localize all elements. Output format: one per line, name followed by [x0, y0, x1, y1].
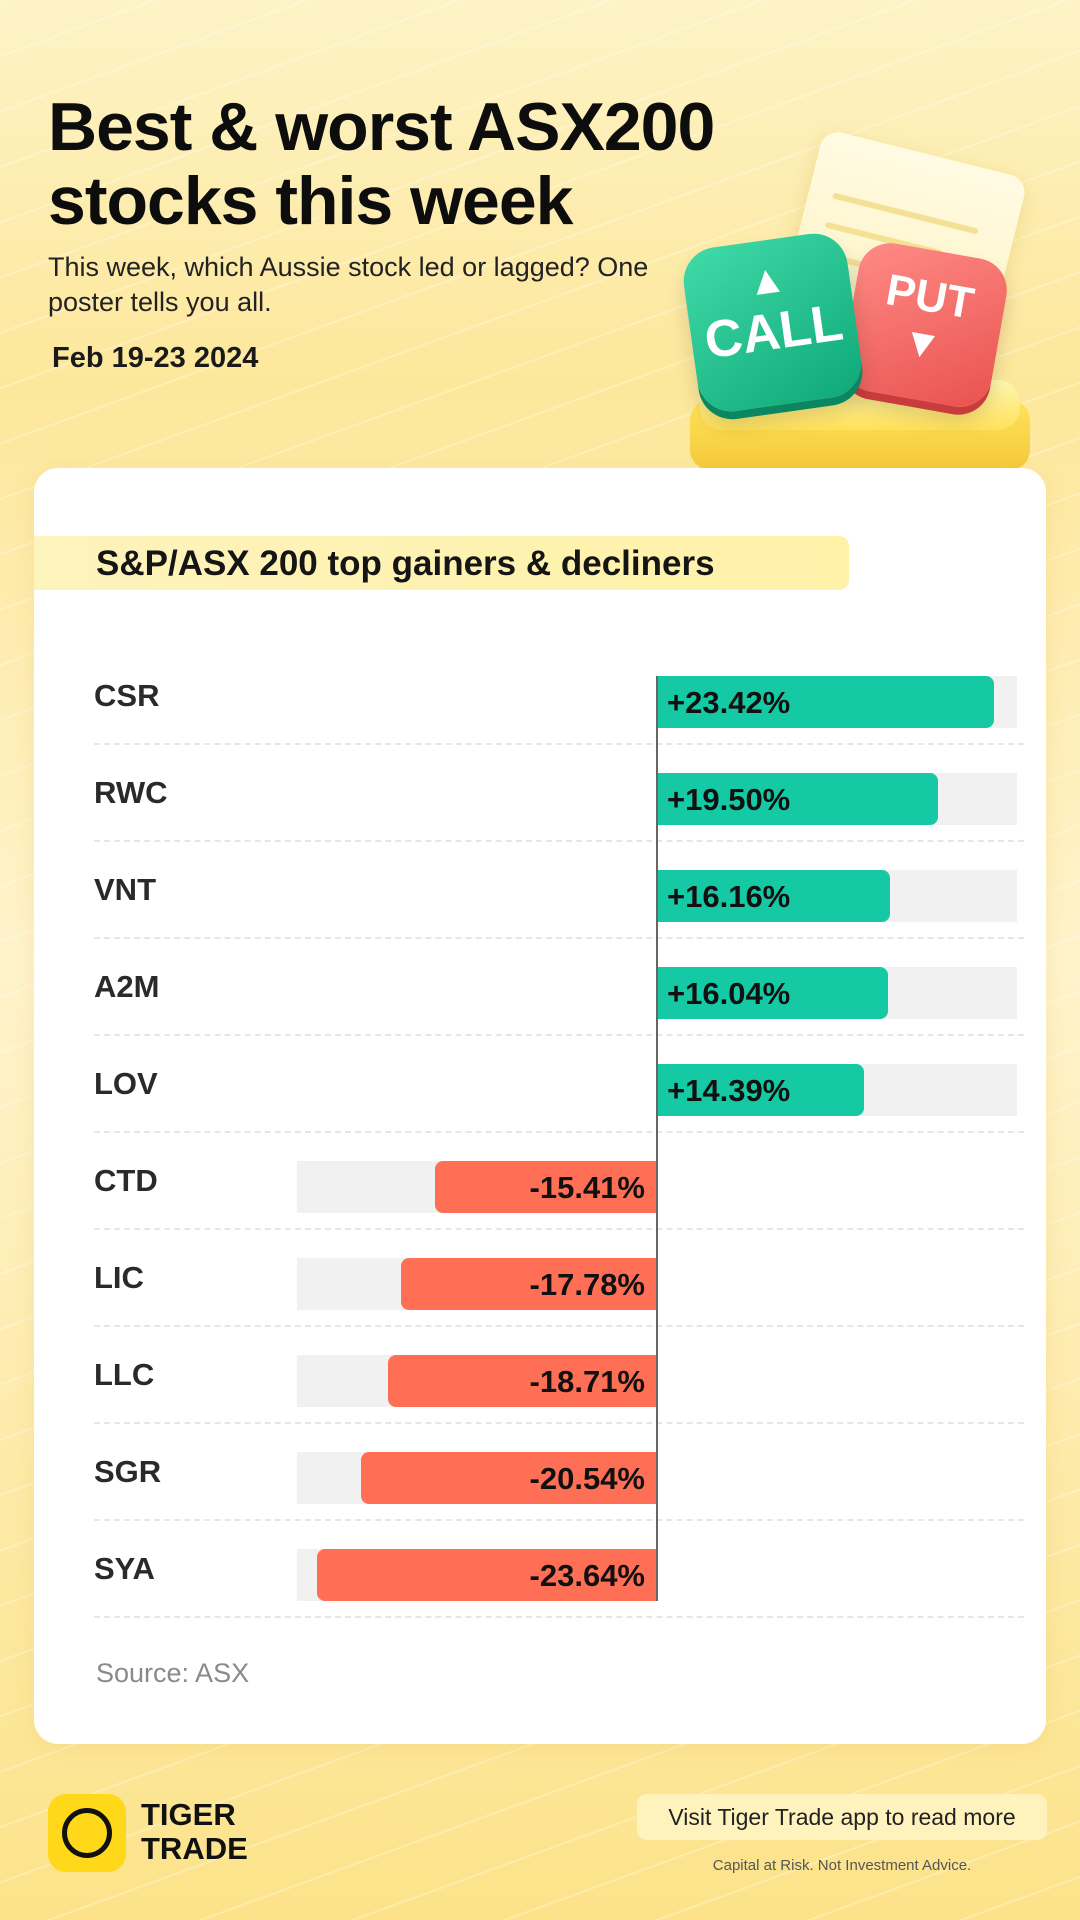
value-label: -15.41% [529, 1170, 645, 1205]
value-label: +16.04% [667, 976, 791, 1011]
decliner-bar [435, 1161, 657, 1213]
decliner-bar [316, 1549, 657, 1601]
tiger-icon [62, 1808, 112, 1858]
chart-title: S&P/ASX 200 top gainers & decliners [96, 544, 715, 583]
value-label: +23.42% [667, 685, 791, 720]
decliner-bar [387, 1355, 657, 1407]
category-label: LLC [94, 1357, 155, 1392]
chart-row: LLC -18.71% [94, 1327, 1024, 1424]
gainer-bar [657, 676, 995, 728]
value-label: +19.50% [667, 782, 791, 817]
source-note: Source: ASX [96, 1658, 250, 1688]
chart-row: VNT +16.16% [94, 842, 1024, 939]
chart-row: RWC +19.50% [94, 745, 1024, 842]
put-block: PUT ▼ [838, 238, 1012, 412]
chart-row: SYA -23.64% [94, 1521, 1024, 1618]
category-label: SYA [94, 1551, 155, 1586]
value-label: +16.16% [667, 879, 791, 914]
value-label: -17.78% [529, 1267, 645, 1302]
chart-row: LIC -17.78% [94, 1230, 1024, 1327]
category-label: VNT [94, 872, 156, 907]
brand-line-1: TIGER [141, 1797, 236, 1832]
chart-row: A2M +16.04% [94, 939, 1024, 1036]
zero-axis [656, 676, 658, 1601]
gainer-bar [657, 967, 888, 1019]
category-label: CSR [94, 678, 160, 713]
value-label: -18.71% [529, 1364, 645, 1399]
category-label: LIC [94, 1260, 144, 1295]
value-label: -20.54% [529, 1461, 645, 1496]
gainer-bar [657, 1064, 865, 1116]
bar-chart: CSR +23.42% RWC +19.50% VNT +16.16% A2M +16.04%… [94, 648, 1024, 1618]
call-put-illustration: PUT ▼ ▲ CALL [670, 128, 1050, 470]
tiger-trade-logo [48, 1794, 126, 1872]
page-subtitle: This week, which Aussie stock led or lag… [48, 252, 649, 317]
chart-row: CTD -15.41% [94, 1133, 1024, 1230]
call-block: ▲ CALL [679, 229, 866, 416]
chart-row: LOV +14.39% [94, 1036, 1024, 1133]
category-label: SGR [94, 1454, 162, 1489]
decliner-bar [361, 1452, 657, 1504]
value-label: -23.64% [529, 1558, 645, 1593]
date-range: Feb 19-23 2024 [52, 342, 259, 374]
category-label: A2M [94, 969, 160, 1004]
chart-row: SGR -20.54% [94, 1424, 1024, 1521]
category-label: CTD [94, 1163, 158, 1198]
page-title: Best & worst ASX200 stocks this week [48, 89, 715, 239]
gainer-bar [657, 773, 938, 825]
value-label: +14.39% [667, 1073, 791, 1108]
visit-app-button[interactable]: Visit Tiger Trade app to read more [637, 1794, 1047, 1840]
brand-name: TIGER TRADE [141, 1798, 248, 1866]
chart-row: CSR +23.42% [94, 648, 1024, 745]
decliner-bar [400, 1258, 657, 1310]
category-label: RWC [94, 775, 168, 810]
chart-card: S&P/ASX 200 top gainers & decliners CSR +… [34, 468, 1046, 1744]
brand-line-2: TRADE [141, 1831, 248, 1866]
category-label: LOV [94, 1066, 158, 1101]
disclaimer: Capital at Risk. Not Investment Advice. [712, 1857, 972, 1874]
card-header: S&P/ASX 200 top gainers & decliners [34, 536, 849, 590]
gainer-bar [657, 870, 890, 922]
